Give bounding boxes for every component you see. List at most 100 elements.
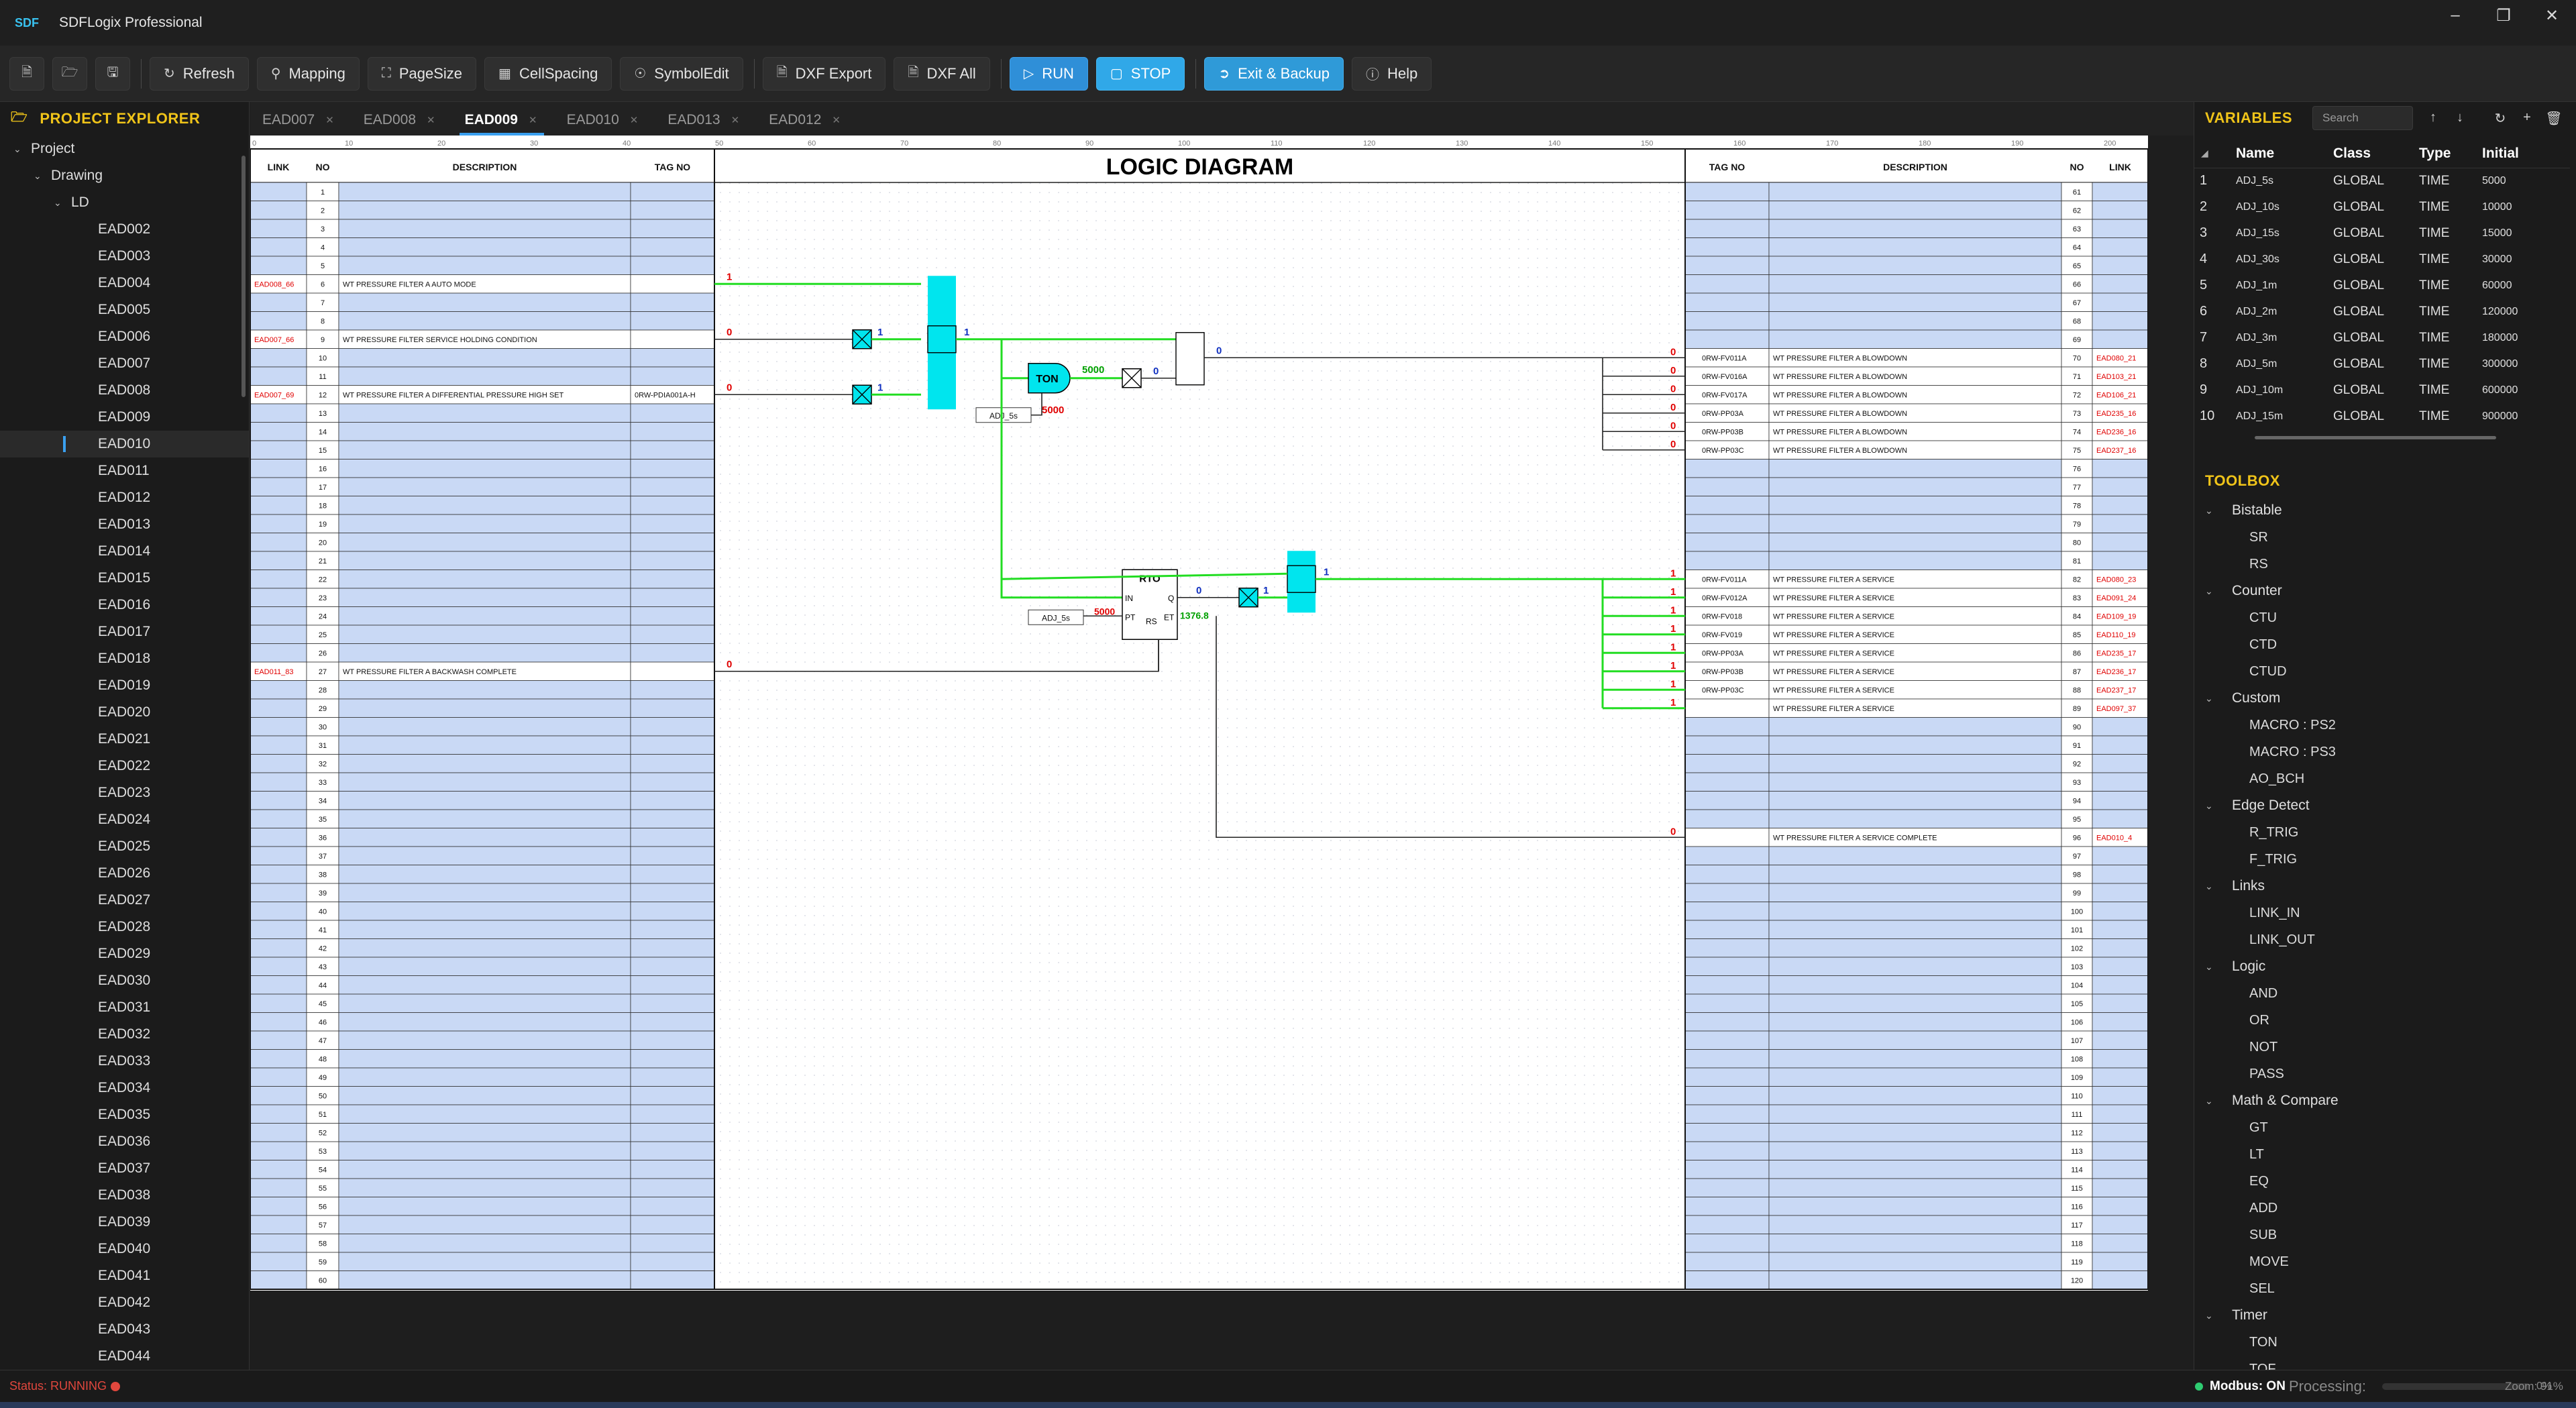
- variable-row[interactable]: 7 ADJ_3m GLOBAL TIME 180000: [2194, 325, 2570, 351]
- logic-diagram-canvas[interactable]: 0 10 20 30 40 50 60 70 80 90 100 110 120 130 140 150 160…: [250, 136, 2148, 1291]
- add-icon[interactable]: +: [2523, 109, 2531, 125]
- arrow-up-icon[interactable]: ↑: [2430, 109, 2436, 125]
- toolbox-item[interactable]: CTUD: [2249, 664, 2287, 679]
- tree-doc-item[interactable]: EAD020: [98, 704, 151, 720]
- close-tab-icon[interactable]: ✕: [325, 115, 334, 126]
- tree-doc-item[interactable]: EAD022: [98, 758, 151, 773]
- maximize-icon[interactable]: ❐: [2496, 6, 2511, 25]
- toolbox-item[interactable]: SR: [2249, 530, 2268, 545]
- tree-doc-item[interactable]: EAD024: [98, 812, 151, 827]
- tree-doc-item[interactable]: EAD003: [98, 248, 151, 264]
- variable-row[interactable]: 9 ADJ_10m GLOBAL TIME 600000: [2194, 377, 2570, 403]
- variable-row[interactable]: 1 ADJ_5s GLOBAL TIME 5000: [2194, 168, 2570, 194]
- toolbox-item[interactable]: CTU: [2249, 610, 2277, 625]
- toolbox-item[interactable]: SEL: [2249, 1281, 2275, 1296]
- toolbox-item[interactable]: GT: [2249, 1120, 2268, 1135]
- tree-doc-item[interactable]: EAD028: [98, 919, 151, 934]
- toolbox-item[interactable]: F_TRIG: [2249, 852, 2298, 867]
- toolbox-item[interactable]: MACRO : PS3: [2249, 745, 2336, 759]
- tree-doc-item[interactable]: EAD018: [98, 651, 151, 666]
- tree-doc-item[interactable]: EAD011: [98, 463, 150, 478]
- doc-tab[interactable]: EAD013 ✕: [655, 105, 753, 136]
- cellspacing-button[interactable]: ▦ CellSpacing: [484, 56, 612, 91]
- doc-tab[interactable]: EAD012 ✕: [757, 105, 854, 136]
- tree-doc-item[interactable]: EAD042: [98, 1295, 151, 1310]
- toolbox-item[interactable]: TOF: [2249, 1362, 2276, 1370]
- tree-doc-item[interactable]: EAD015: [98, 570, 151, 586]
- variable-row[interactable]: 6 ADJ_2m GLOBAL TIME 120000: [2194, 299, 2570, 325]
- refresh-button[interactable]: ↻ Refresh: [150, 56, 249, 91]
- tree-doc-item[interactable]: EAD037: [98, 1160, 151, 1176]
- toolbox-category[interactable]: ⌄ Logic: [2194, 953, 2576, 980]
- tree-doc-item[interactable]: EAD040: [98, 1241, 151, 1256]
- toolbox-item[interactable]: NOT: [2249, 1040, 2278, 1054]
- variable-row[interactable]: 5 ADJ_1m GLOBAL TIME 60000: [2194, 272, 2570, 299]
- mapping-button[interactable]: ⚲ Mapping: [256, 56, 360, 91]
- symboledit-button[interactable]: ☉ SymbolEdit: [620, 56, 743, 91]
- arrow-down-icon[interactable]: ↓: [2457, 109, 2463, 125]
- open-folder-button[interactable]: 🗁: [52, 56, 87, 91]
- tree-doc-item[interactable]: EAD016: [98, 597, 151, 612]
- tree-doc-item[interactable]: EAD013: [98, 517, 151, 532]
- toolbox-item[interactable]: CTD: [2249, 637, 2277, 652]
- column-header-name[interactable]: Name: [2222, 140, 2333, 168]
- toolbox-category[interactable]: ⌄ Links: [2194, 873, 2576, 900]
- dxf-export-button[interactable]: 🗎 DXF Export: [762, 56, 886, 91]
- tree-doc-item[interactable]: EAD005: [98, 302, 151, 317]
- close-icon[interactable]: ✕: [2544, 6, 2559, 25]
- dxf-all-button[interactable]: 🗎 DXF All: [894, 56, 990, 91]
- tree-doc-item[interactable]: EAD021: [98, 731, 151, 747]
- column-header-class[interactable]: Class: [2333, 140, 2419, 168]
- tree-doc-item[interactable]: EAD029: [98, 946, 151, 961]
- tree-doc-item[interactable]: EAD004: [98, 275, 151, 290]
- toolbox-category[interactable]: ⌄ Math & Compare: [2194, 1087, 2576, 1114]
- column-header-initial[interactable]: Initial: [2482, 140, 2570, 168]
- sort-icon[interactable]: ◢: [2194, 140, 2222, 168]
- close-tab-icon[interactable]: ✕: [427, 115, 435, 126]
- doc-tab[interactable]: EAD007 ✕: [250, 105, 347, 136]
- toolbox-item[interactable]: AND: [2249, 986, 2278, 1001]
- variable-row[interactable]: 10 ADJ_15m GLOBAL TIME 900000: [2194, 403, 2570, 429]
- tree-doc-item[interactable]: EAD035: [98, 1107, 151, 1122]
- tree-doc-item[interactable]: EAD043: [98, 1321, 151, 1337]
- tree-node-drawing[interactable]: ⌄ Drawing: [0, 162, 249, 189]
- tree-doc-item[interactable]: EAD002: [98, 221, 151, 237]
- doc-tab[interactable]: EAD008 ✕: [352, 105, 449, 136]
- toolbox-category[interactable]: ⌄ Bistable: [2194, 497, 2576, 524]
- close-tab-icon[interactable]: ✕: [629, 115, 639, 126]
- tree-doc-item[interactable]: EAD014: [98, 543, 151, 559]
- trash-icon[interactable]: 🗑: [2545, 111, 2563, 126]
- tree-doc-item[interactable]: EAD008: [98, 382, 151, 398]
- tree-doc-item[interactable]: EAD033: [98, 1053, 151, 1069]
- toolbox-item[interactable]: EQ: [2249, 1174, 2269, 1189]
- refresh-icon[interactable]: ↻: [2494, 111, 2506, 126]
- tree-doc-item[interactable]: EAD031: [98, 999, 151, 1015]
- toolbox-item[interactable]: MACRO : PS2: [2249, 718, 2336, 733]
- tree-doc-item[interactable]: EAD009: [98, 409, 151, 425]
- tree-doc-item[interactable]: EAD027: [98, 892, 151, 908]
- variables-scrollbar[interactable]: [2255, 436, 2496, 439]
- toolbox-category[interactable]: ⌄ Edge Detect: [2194, 792, 2576, 819]
- doc-tab[interactable]: EAD010 ✕: [555, 105, 652, 136]
- toolbox-item[interactable]: LINK_OUT: [2249, 932, 2315, 947]
- explorer-scrollbar[interactable]: [241, 156, 246, 397]
- toolbox-item[interactable]: TON: [2249, 1335, 2277, 1350]
- toolbox-item[interactable]: R_TRIG: [2249, 825, 2299, 840]
- tree-doc-item[interactable]: EAD025: [98, 838, 151, 854]
- toolbox-item[interactable]: RS: [2249, 557, 2268, 572]
- help-button[interactable]: ⓘ Help: [1352, 56, 1432, 91]
- stop-button[interactable]: ▢ STOP: [1095, 56, 1185, 91]
- close-tab-icon[interactable]: ✕: [528, 115, 537, 126]
- tree-doc-item[interactable]: EAD030: [98, 973, 151, 988]
- toolbox-category[interactable]: ⌄ Timer: [2194, 1302, 2576, 1329]
- tree-doc-item[interactable]: EAD032: [98, 1026, 151, 1042]
- toolbox-item[interactable]: OR: [2249, 1013, 2269, 1028]
- tree-doc-item[interactable]: EAD017: [98, 624, 151, 639]
- new-file-button[interactable]: 🗎: [9, 56, 44, 91]
- close-tab-icon[interactable]: ✕: [731, 115, 740, 126]
- pagesize-button[interactable]: ⛶ PageSize: [367, 56, 477, 91]
- toolbox-item[interactable]: LINK_IN: [2249, 906, 2300, 920]
- tree-doc-item[interactable]: EAD023: [98, 785, 151, 800]
- toolbox-category[interactable]: ⌄ Counter: [2194, 578, 2576, 604]
- toolbox-item[interactable]: PASS: [2249, 1067, 2284, 1081]
